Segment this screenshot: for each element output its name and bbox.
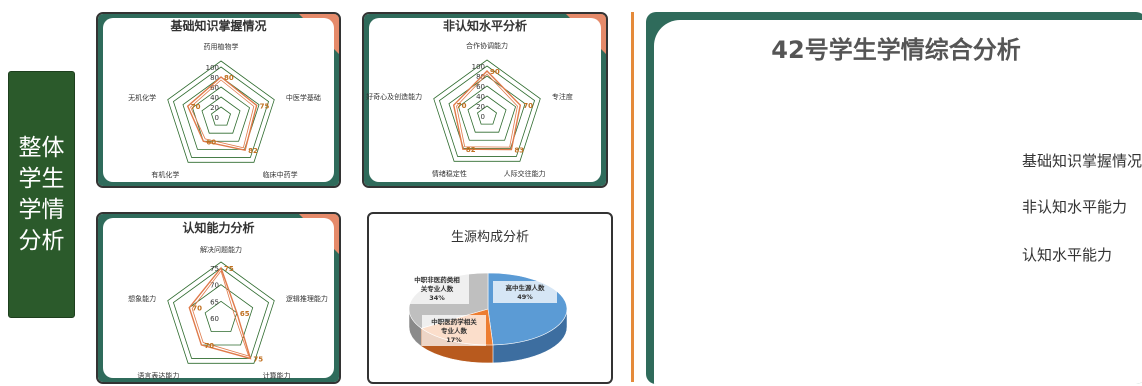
tick-label: 75: [210, 265, 219, 273]
category-label: 人际交往能力: [504, 169, 546, 178]
category-label: 逻辑推理能力: [286, 294, 328, 303]
pie-label: 中职非医药类相: [414, 275, 460, 284]
data-label: 60: [206, 138, 216, 146]
radar-card-noncognitive: 非认知水平分析 0 20 40 60 80 100 90 70 83 82 70 合作协调能力 专注度人…: [362, 12, 608, 188]
overall-analysis-label: 整体学生学情分析: [8, 71, 75, 318]
data-label: 82: [466, 146, 476, 154]
tick-label: 65: [210, 298, 219, 306]
chart-title: 基础知识掌握情况: [170, 19, 267, 33]
series-line: [188, 266, 252, 360]
grid-ring: [477, 105, 497, 125]
series-line: [186, 76, 258, 151]
legend-item: 非认知水平能力: [1022, 198, 1128, 216]
category-label: 合作协调能力: [466, 41, 508, 50]
data-label: 90: [490, 68, 500, 76]
pie-label-box: [405, 273, 469, 304]
tick-label: 0: [215, 114, 219, 122]
pie-label: 高中生源人数: [506, 283, 546, 292]
series-line-inner: [191, 270, 250, 357]
grid-ring: [438, 65, 536, 157]
tick-label: 40: [476, 93, 485, 101]
grid-ring-outer: [167, 60, 275, 163]
legend-item: 认知水平能力: [1022, 246, 1113, 264]
data-label: 70: [457, 102, 467, 110]
chart-title: 认知能力分析: [182, 221, 255, 235]
grid-ring-outer: [167, 261, 275, 364]
data-label: 65: [240, 310, 250, 318]
data-label: 80: [224, 74, 234, 82]
category-label: 临床中药学: [263, 170, 298, 179]
grid-ring: [204, 300, 238, 332]
data-label: 83: [514, 147, 524, 155]
radar-card-cognitive: 认知能力分析 60 65 70 75 75 65 75 70 70 解决问题能力逻辑推理能力计算能…: [96, 212, 341, 384]
pie-label: 34%: [429, 294, 445, 302]
pie-label: 17%: [446, 336, 462, 344]
grid-ring: [211, 106, 231, 126]
data-label: 75: [224, 265, 234, 273]
grid-ring: [182, 76, 260, 150]
tick-label: 20: [476, 103, 485, 111]
radar-chart-noncognitive: 0204060801009070838270合作协调能力专注度人际交往能力情绪稳…: [366, 41, 573, 178]
chart-title: 42号学生学情综合分析: [771, 36, 1021, 64]
tick-label: 60: [210, 84, 219, 92]
grid-ring: [188, 284, 254, 346]
pie-card-student-source: 生源构成分析 高中生源人数 49% 中职医药学相关 专业人数 17% 中职非医药类相 关专业…: [367, 212, 613, 384]
data-label: 75: [260, 102, 270, 110]
tick-label: 60: [210, 315, 219, 323]
tick-label: 20: [210, 104, 219, 112]
data-label: 75: [253, 355, 263, 363]
grid-ring-outer: [433, 59, 541, 162]
pie-label-box: [422, 315, 486, 346]
tick-label: 70: [210, 282, 219, 290]
category-label: 解决问题能力: [200, 245, 242, 254]
category-label: 情绪稳定性: [432, 169, 467, 178]
series-line-inner: [456, 73, 518, 148]
grid-ring: [172, 267, 270, 359]
radar-card-basic-knowledge: 基础知识掌握情况 0 20 40 60 80 100 80 75 82 60 70 药用植物学中医学基…: [96, 12, 341, 188]
tick-label: 40: [210, 94, 219, 102]
data-label: 70: [523, 102, 533, 110]
data-label: 82: [248, 147, 258, 155]
series-line-inner: [190, 79, 255, 149]
data-label: 70: [204, 342, 214, 350]
pie-label-box: [493, 281, 557, 303]
grid-ring: [191, 86, 251, 142]
pie-label: 关专业人数: [421, 284, 454, 293]
chart-title: 非认知水平分析: [442, 19, 527, 33]
grid-ring: [201, 96, 241, 134]
category-label: 好奇心及创造能力: [366, 92, 422, 101]
grid-ring: [448, 75, 526, 149]
divider: [631, 12, 634, 382]
category-label: 中医学基础: [286, 93, 321, 102]
pie-label: 专业人数: [441, 326, 468, 335]
category-label: 无机化学: [128, 93, 156, 102]
chart-title: 生源构成分析: [450, 230, 529, 245]
category-label: 药用植物学: [204, 42, 239, 51]
pie-label: 中职医药学相关: [431, 317, 477, 326]
category-label: 有机化学: [151, 170, 179, 179]
category-label: 语言表达能力: [137, 371, 179, 380]
data-label: 70: [192, 305, 202, 313]
radar-card-student-42: 42号学生学情综合分析 02040608010012345 基础知识掌握情况非认…: [646, 12, 1142, 384]
tick-label: 80: [210, 74, 219, 82]
tick-label: 0: [481, 113, 485, 121]
series-line: [452, 69, 522, 151]
data-label: 70: [191, 103, 201, 111]
category-label: 计算能力: [263, 371, 291, 380]
category-label: 想象能力: [128, 294, 156, 303]
tick-label: 60: [476, 83, 485, 91]
grid-ring: [172, 66, 270, 158]
pie-label: 49%: [517, 293, 533, 301]
tick-label: 100: [472, 63, 485, 71]
grid-ring: [467, 95, 507, 133]
tick-label: 100: [206, 64, 219, 72]
legend-item: 基础知识掌握情况: [1022, 152, 1142, 170]
grid-ring: [457, 85, 517, 141]
category-label: 专注度: [552, 92, 573, 101]
